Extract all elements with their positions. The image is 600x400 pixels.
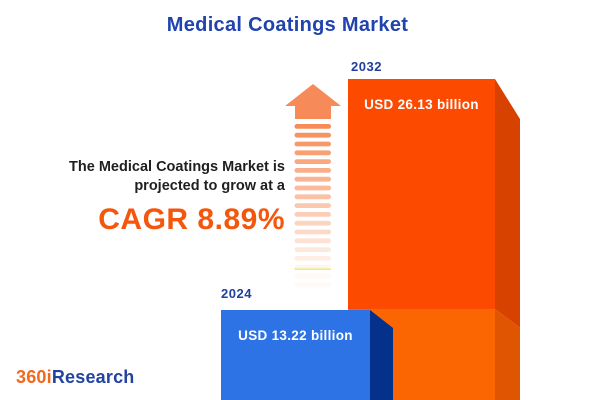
arrow-stripe	[294, 141, 331, 147]
arrow-stripes	[294, 124, 331, 288]
bar-2024-side	[370, 310, 393, 400]
arrow-stripe	[294, 168, 331, 173]
page-title: Medical Coatings Market	[166, 14, 409, 36]
arrow-stripe	[294, 124, 331, 129]
arrow-stripe	[294, 159, 331, 164]
arrow-stripe	[294, 212, 331, 217]
arrow-stripe	[294, 229, 331, 235]
logo-part-research: Research	[51, 367, 135, 387]
arrow-stripe	[294, 282, 331, 288]
bar-2024	[221, 310, 393, 400]
arrow-stripe	[294, 132, 331, 138]
brand-logo: 360iResearch	[16, 367, 135, 388]
cagr-value: CAGR 8.89%	[98, 203, 285, 236]
bar-2032-value-label: USD 26.13 billion	[364, 97, 479, 112]
bar-2032-side-bottom	[495, 309, 520, 400]
year-label-2032: 2032	[351, 59, 382, 74]
bar-2032-face-top	[348, 79, 495, 309]
annotation-line-1: The Medical Coatings Market is	[69, 159, 285, 175]
arrow-accent-line	[294, 268, 331, 270]
arrow-stripe	[294, 273, 331, 279]
arrow-stripe	[294, 220, 331, 226]
arrow-stripe	[294, 194, 331, 200]
arrow-stripe	[294, 256, 331, 261]
arrow-head-icon	[285, 84, 341, 119]
arrow-stripe	[294, 176, 331, 182]
arrow-stripe	[294, 203, 331, 208]
arrow-stripe	[294, 150, 331, 156]
arrow-stripe	[294, 264, 331, 270]
growth-arrow-icon	[285, 84, 341, 288]
bar-2032-side-top	[495, 79, 520, 328]
annotation-block: The Medical Coatings Market is projected…	[25, 158, 285, 237]
arrow-stripe	[294, 247, 331, 252]
arrow-stripe	[294, 185, 331, 191]
annotation-line-2: projected to grow at a	[134, 178, 285, 194]
bar-2024-value-label: USD 13.22 billion	[238, 328, 353, 343]
bar-2024-face	[221, 310, 370, 400]
arrow-stripe	[294, 238, 331, 244]
year-label-2024: 2024	[221, 286, 252, 301]
logo-part-360i: 360i	[16, 367, 52, 387]
